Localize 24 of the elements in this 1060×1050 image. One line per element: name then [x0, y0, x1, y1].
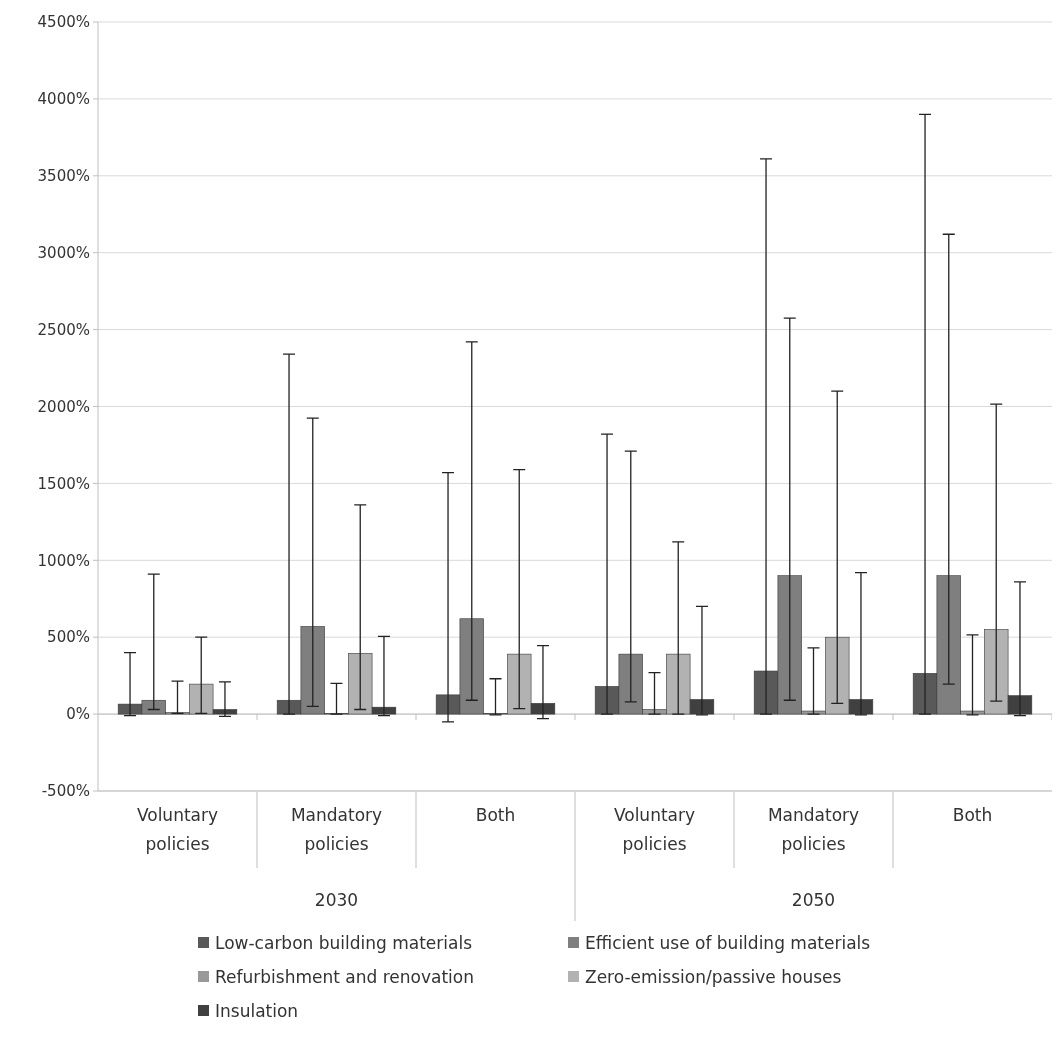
y-tick-label: 3500% [37, 167, 90, 186]
y-tick-label: 1500% [37, 474, 90, 493]
y-tick-label: 2000% [37, 397, 90, 416]
legend-label: Low-carbon building materials [215, 932, 473, 953]
x-tick-label: Both [475, 805, 516, 825]
legend-label: Insulation [215, 1000, 299, 1021]
y-tick-label: -500% [41, 782, 90, 801]
x-tick-label: Mandatory policies [767, 805, 860, 854]
x-tick-label: Both [952, 805, 993, 825]
y-tick-label: 1000% [37, 551, 90, 570]
y-tick-label: 500% [47, 628, 90, 647]
y-tick-label: 2500% [37, 320, 90, 339]
x-tick-label: Voluntary policies [136, 805, 219, 854]
y-tick-label: 3000% [37, 243, 90, 262]
y-tick-label: 4000% [37, 90, 90, 109]
legend-label: Zero-emission/passive houses [585, 966, 842, 987]
legend-label: Efficient use of building materials [585, 932, 871, 953]
x-tick-label: Mandatory policies [290, 805, 383, 854]
x-tick-label: Voluntary policies [613, 805, 696, 854]
y-tick-label: 4500% [37, 13, 90, 32]
y-tick-label: 0% [66, 705, 90, 724]
legend-label: Refurbishment and renovation [215, 966, 474, 987]
text: 2050 [791, 890, 836, 910]
text: 2030 [314, 890, 359, 910]
